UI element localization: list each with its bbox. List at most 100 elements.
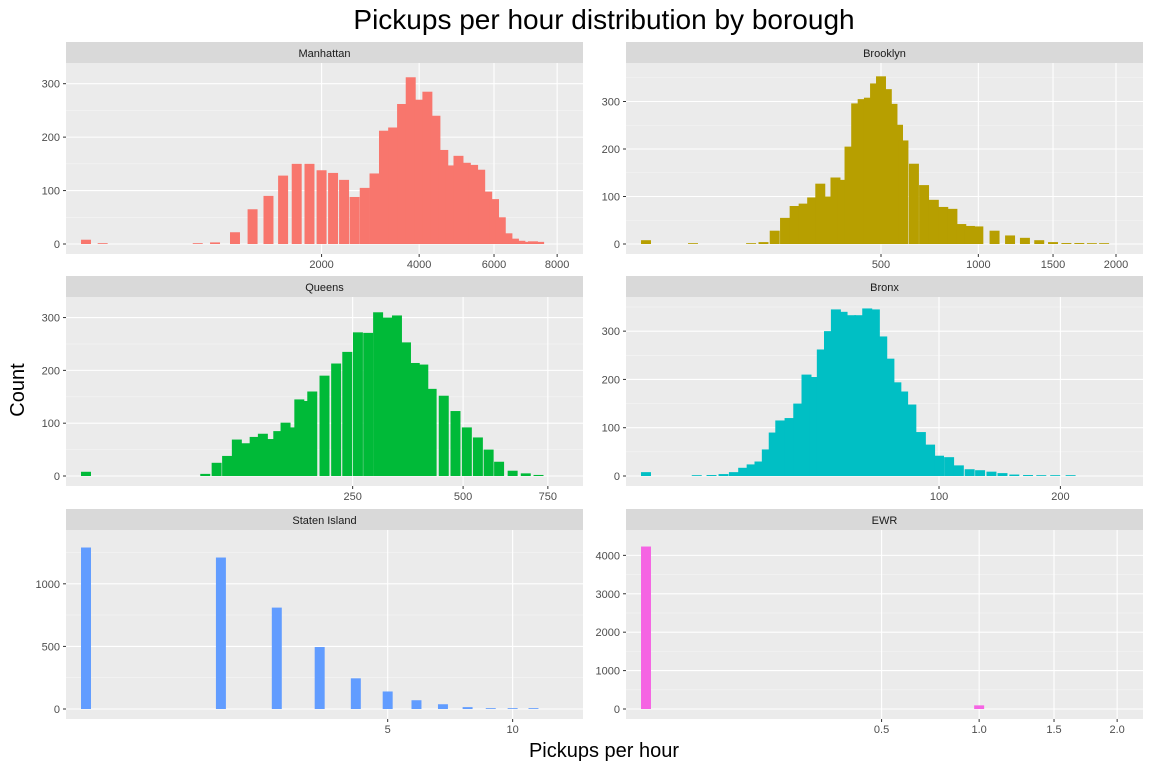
histogram-bar xyxy=(437,704,448,709)
histogram-bar xyxy=(1065,475,1076,476)
histogram-bar xyxy=(816,349,827,476)
histogram-bar xyxy=(489,199,500,244)
histogram-bar xyxy=(1050,475,1061,476)
histogram-bar xyxy=(925,444,936,476)
histogram-bar xyxy=(746,464,757,476)
histogram-bar xyxy=(1034,240,1045,244)
histogram-bar xyxy=(328,172,339,244)
histogram-bar xyxy=(1074,243,1085,244)
histogram-bar xyxy=(815,183,826,244)
histogram-bar xyxy=(521,241,532,244)
facet-brooklyn: Brooklyn 0 100 200 300 500 1000 1500 2000 xyxy=(602,42,1143,271)
x-tick-label: 1000 xyxy=(966,259,990,271)
histogram-bar xyxy=(241,443,251,476)
histogram-bar xyxy=(460,162,471,244)
x-tick-label: 2.0 xyxy=(1109,724,1124,736)
x-tick-label: 1.0 xyxy=(972,724,987,736)
histogram-bar xyxy=(837,179,848,244)
strip-label: EWR xyxy=(872,515,898,527)
histogram-bar xyxy=(278,175,289,244)
x-tick-label: 500 xyxy=(454,491,472,503)
histogram-bar xyxy=(319,375,330,476)
histogram-bar xyxy=(691,475,702,476)
histogram-bar xyxy=(397,103,408,245)
histogram-bar xyxy=(363,332,374,476)
histogram-bar xyxy=(769,230,780,244)
y-tick-label: 0 xyxy=(614,239,620,251)
histogram-bar xyxy=(884,358,895,476)
histogram-bar xyxy=(534,241,545,244)
histogram-bar xyxy=(908,163,919,244)
y-tick-label: 1000 xyxy=(596,666,620,678)
histogram-bar xyxy=(291,163,302,244)
histogram-bar xyxy=(807,197,818,244)
histogram-bar xyxy=(898,140,909,244)
y-tick-label: 0 xyxy=(54,471,60,483)
histogram-bar xyxy=(265,439,276,476)
x-tick-label: 2000 xyxy=(1104,259,1128,271)
histogram-bar xyxy=(533,474,544,476)
strip-label: Manhattan xyxy=(299,48,351,60)
histogram-bar xyxy=(249,436,260,476)
histogram-bar xyxy=(287,427,298,476)
histogram-bar xyxy=(893,124,903,244)
histogram-bar xyxy=(780,217,791,244)
histogram-bar xyxy=(830,177,841,244)
histogram-bar xyxy=(754,461,765,476)
histogram-bar xyxy=(641,546,651,709)
histogram-bar xyxy=(758,242,769,244)
y-tick-label: 0 xyxy=(54,704,60,716)
x-tick-label: 8000 xyxy=(545,259,569,271)
histogram-bar xyxy=(906,404,917,476)
histogram-bar xyxy=(641,472,651,476)
histogram-bar xyxy=(418,364,429,476)
histogram-bar xyxy=(468,164,479,244)
strip-label: Brooklyn xyxy=(863,48,906,60)
strip-label: Bronx xyxy=(870,282,899,294)
histogram-bar xyxy=(851,103,862,245)
histogram-bar xyxy=(997,473,1008,476)
histogram-bar xyxy=(862,308,873,476)
histogram-bar xyxy=(304,163,315,244)
histogram-bar xyxy=(863,97,874,244)
histogram-bar xyxy=(823,196,834,244)
facet-staten-island: Staten Island 0 500 1000 5 10 xyxy=(36,509,583,736)
histogram-bar xyxy=(382,317,393,476)
histogram-bar xyxy=(938,206,949,244)
strip-background xyxy=(626,276,1143,297)
histogram-bar xyxy=(793,403,804,476)
facet-queens: Queens 0 100 200 300 250 500 750 xyxy=(42,276,583,503)
histogram-bar xyxy=(81,239,91,244)
histogram-bar xyxy=(515,240,526,244)
histogram-bar xyxy=(974,705,985,709)
histogram-bar xyxy=(801,374,812,476)
histogram-bar xyxy=(837,311,848,476)
histogram-bar xyxy=(445,165,456,244)
strip-background xyxy=(626,42,1143,63)
histogram-bar xyxy=(430,115,441,244)
histogram-bar xyxy=(877,336,888,476)
x-tick-label: 5 xyxy=(385,724,391,736)
x-tick-label: 2000 xyxy=(309,259,333,271)
histogram-bar xyxy=(1005,235,1016,244)
histogram-bar xyxy=(414,99,425,244)
strip-background xyxy=(66,276,583,297)
histogram-bar xyxy=(438,395,449,476)
histogram-bar xyxy=(824,331,834,476)
y-tick-label: 300 xyxy=(602,326,620,338)
histogram-bar xyxy=(200,473,211,476)
histogram-bar xyxy=(215,557,226,709)
histogram-bar xyxy=(507,470,518,476)
x-tick-label: 4000 xyxy=(407,259,431,271)
histogram-bar xyxy=(1099,243,1110,244)
x-tick-label: 500 xyxy=(872,259,890,271)
panel-background xyxy=(626,530,1143,719)
histogram-bar xyxy=(230,232,240,244)
histogram-bar xyxy=(97,243,108,244)
histogram-bar xyxy=(964,225,975,244)
facet-manhattan: Manhattan 0 100 200 300 2000 4000 6000 8000 xyxy=(42,42,583,271)
histogram-bar xyxy=(192,243,203,244)
histogram-bar xyxy=(761,449,772,476)
y-tick-label: 0 xyxy=(54,239,60,251)
